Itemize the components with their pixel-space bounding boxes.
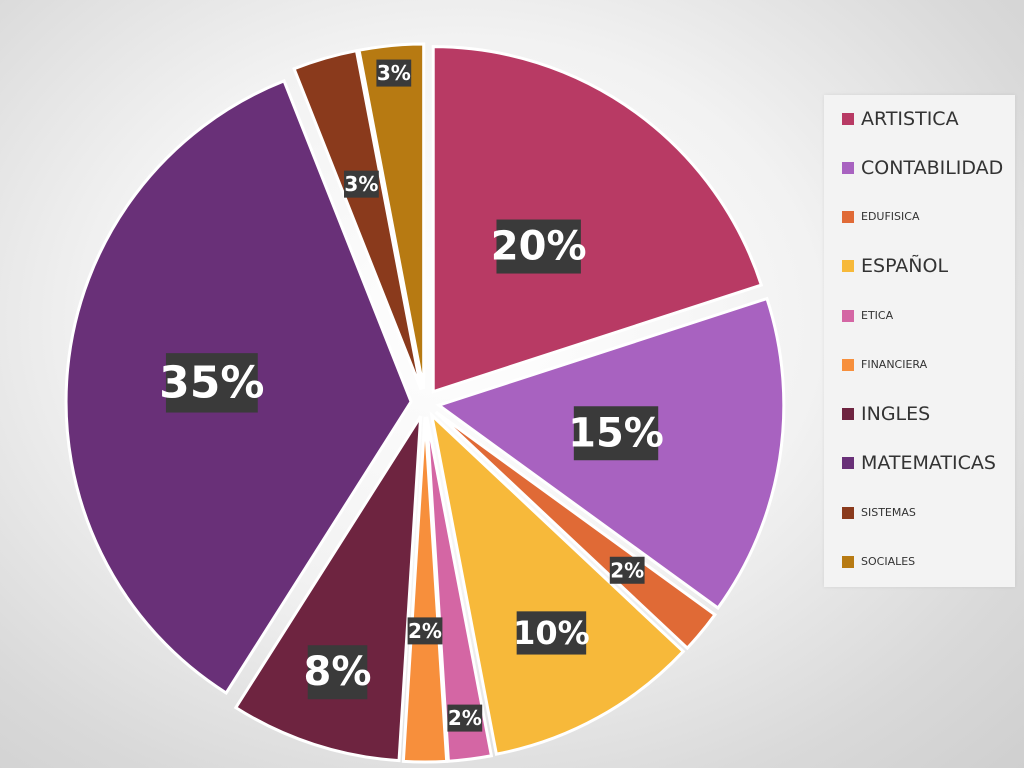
data-label-sistemas: 3% [344,170,379,198]
data-label-value: 2% [408,619,442,643]
legend-label: ARTISTICA [861,108,959,130]
data-label-background [496,219,581,274]
data-label-ingles: 8% [304,645,372,700]
data-label-edufisica: 2% [609,556,645,584]
legend-swatch [842,210,854,223]
legend-swatch [842,113,854,125]
data-label-financiera: 2% [407,617,443,645]
data-label-background [573,406,659,461]
data-label-background [165,353,258,413]
pie-slice-espa-ol [429,411,686,756]
legend-label: FINANCIERA [861,358,928,371]
legend-label: ESPAÑOL [861,255,949,277]
legend-label: CONTABILIDAD [861,157,1004,179]
data-label-value: 2% [610,558,644,582]
data-label-value: 35% [159,357,264,408]
data-label-value: 10% [513,614,590,652]
pie-slice-financiera [401,416,449,764]
legend-item-espanol: ESPAÑOL [842,255,948,277]
legend-swatch [842,506,854,519]
pie-slice-edufisica [434,410,717,651]
pie-slice-etica [425,416,494,763]
legend-item-ingles: INGLES [842,403,930,425]
pie-slice-sociales [357,42,426,390]
legend-label: SOCIALES [861,555,916,568]
data-label-etica: 2% [447,704,483,732]
pie-slices [64,42,786,764]
pie-data-labels: 20% 15% 2% 10% 2% 2% 8% 35% 3% 3% [159,59,664,732]
data-label-value: 20% [491,224,587,270]
legend-item-artistica: ARTISTICA [842,108,959,130]
legend-swatch [842,358,854,371]
data-label-matematicas: 35% [159,353,265,413]
legend-label: EDUFISICA [861,210,920,223]
data-label-artistica: 20% [491,219,587,274]
data-label-value: 8% [304,649,372,695]
data-label-background [376,59,412,87]
data-label-espa-ol: 10% [513,611,590,655]
legend-label: SISTEMAS [861,506,916,519]
pie-slice-sistemas [292,48,423,391]
legend-swatch [842,555,854,568]
legend-swatch [842,162,854,174]
data-label-value: 3% [377,61,411,85]
legend-item-sistemas: SISTEMAS [842,506,916,519]
legend-swatch [842,309,854,322]
legend-item-sociales: SOCIALES [842,555,915,568]
legend-item-financiera: FINANCIERA [842,358,927,371]
legend-item-contabilidad: CONTABILIDAD [842,157,1003,179]
pie-slice-artistica [431,45,764,394]
data-label-background [516,611,587,655]
data-label-background [407,617,443,645]
data-label-background [447,704,483,732]
legend-label: MATEMATICAS [861,452,996,474]
data-label-contabilidad: 15% [568,406,664,461]
pie-slice-ingles [233,415,423,763]
data-label-background [609,556,645,584]
data-label-background [344,170,379,198]
data-label-sociales: 3% [376,59,412,87]
data-label-background [307,645,368,700]
legend-item-etica: ETICA [842,309,893,322]
legend-swatch [842,408,854,420]
legend-item-matematicas: MATEMATICAS [842,452,996,474]
legend-swatch [842,457,854,469]
chart-legend: ARTISTICA CONTABILIDAD EDUFISICA ESPAÑOL… [824,95,1015,587]
legend-label: ETICA [861,309,894,322]
data-label-value: 3% [344,172,378,196]
legend-label: INGLES [861,403,931,425]
legend-item-edufisica: EDUFISICA [842,210,919,223]
legend-swatch [842,260,854,272]
data-label-value: 15% [568,410,664,456]
data-label-value: 2% [448,706,482,730]
